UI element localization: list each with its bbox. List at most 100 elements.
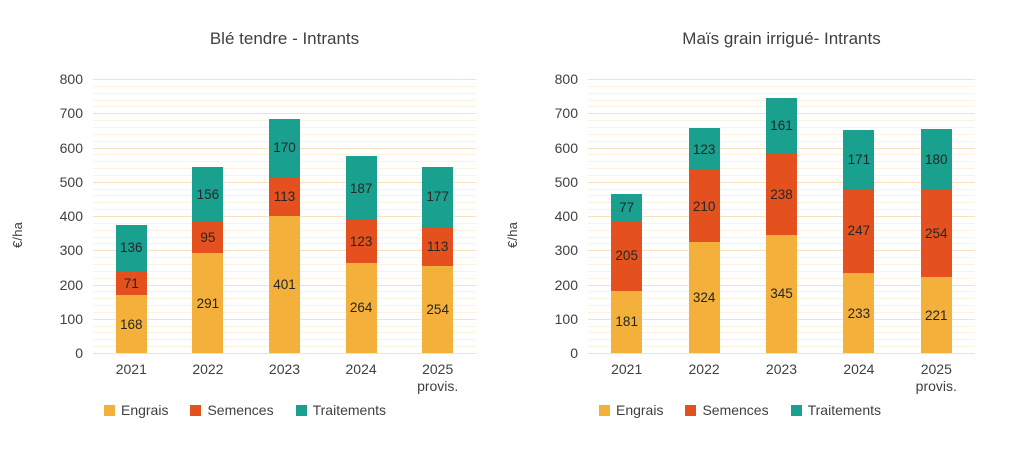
legend-label: Traitements: [807, 402, 881, 418]
x-axis-tick-label: 2023: [765, 361, 798, 377]
bar-value-label: 254: [426, 301, 449, 317]
bar-segment-semences: 247: [843, 188, 875, 274]
legend-swatch-semences-icon: [190, 404, 202, 416]
y-axis-tick-label: 400: [554, 208, 578, 224]
legend-item-engrais: Engrais: [103, 402, 169, 418]
gridline: [588, 353, 975, 354]
y-axis-tick-label: 100: [554, 310, 578, 327]
y-axis-tick-label: 800: [554, 71, 578, 87]
bar-segment-semences: 205: [611, 220, 643, 291]
bar-value-label: 156: [196, 186, 220, 202]
bar-segment-engrais: 345: [766, 234, 797, 353]
bar-segment-engrais: 401: [269, 215, 300, 353]
bar-segment-traitements: 136: [115, 224, 147, 272]
y-axis-tick-label: 700: [554, 105, 578, 122]
y-axis-tick-label: 700: [59, 105, 83, 122]
bar-segment-traitements: 77: [611, 194, 643, 221]
x-axis-tick-label: 2022: [688, 361, 720, 377]
x-axis-tick-label: 2023: [268, 361, 301, 377]
bar-value-label: 401: [273, 276, 296, 292]
legend-label: Semences: [207, 402, 274, 418]
gridline: [93, 85, 476, 87]
legend-label: Engrais: [120, 402, 169, 418]
bar-segment-traitements: 177: [422, 166, 454, 228]
y-axis-tick-label: 600: [59, 139, 83, 156]
bar-value-label: 181: [615, 314, 638, 330]
y-axis-tick-label: 200: [59, 276, 83, 293]
bar-segment-semences: 254: [920, 190, 952, 278]
bar-segment-semences: 71: [115, 271, 147, 296]
y-axis-tick-label: 0: [570, 345, 578, 361]
bar-value-label: 113: [426, 239, 449, 255]
y-axis-tick-label: 200: [554, 276, 578, 293]
legend-item-semences: Semences: [190, 402, 274, 418]
bar-value-label: 123: [349, 234, 373, 249]
legend-swatch-engrais-icon: [103, 404, 115, 416]
bar-value-label: 71: [123, 275, 139, 291]
bar-segment-engrais: 233: [843, 273, 875, 353]
bar-value-label: 247: [847, 223, 871, 239]
y-axis-tick-label: 300: [554, 242, 578, 259]
bar-segment-engrais: 291: [192, 253, 224, 353]
bar-segment-traitements: 156: [192, 167, 224, 221]
bar-value-label: 221: [925, 307, 948, 323]
bar-segment-semences: 95: [192, 220, 224, 254]
gridline: [588, 79, 975, 80]
legend-label: Engrais: [615, 402, 664, 418]
x-axis-tick-label: 2021: [115, 361, 147, 377]
legend-item-engrais: Engrais: [598, 402, 664, 418]
x-axis-tick-label: 2024: [843, 361, 875, 377]
bar-segment-engrais: 324: [688, 242, 720, 353]
legend-swatch-engrais-icon: [598, 404, 610, 416]
gridline: [93, 99, 476, 101]
x-axis-tick-label: 2021: [611, 361, 643, 377]
bar-value-label: 95: [200, 229, 216, 245]
y-axis-tick-label: 500: [59, 173, 83, 190]
bar-value-label: 238: [770, 186, 793, 202]
bar-value-label: 77: [619, 200, 635, 216]
bar-value-label: 170: [273, 140, 296, 156]
gridline: [588, 85, 975, 87]
legend: Engrais Semences Traitements: [500, 402, 980, 418]
chart-title-mais-grain: Maïs grain irrigué- Intrants: [682, 29, 881, 48]
bar-value-label: 205: [615, 248, 638, 264]
gridline: [93, 353, 476, 354]
gridline: [588, 92, 975, 94]
bar-segment-engrais: 221: [920, 277, 952, 353]
bar-segment-engrais: 254: [422, 266, 454, 353]
bar-segment-semences: 210: [688, 170, 720, 243]
bar-segment-semences: 113: [422, 227, 454, 266]
legend-item-traitements: Traitements: [790, 402, 881, 418]
y-axis-tick-label: 400: [59, 208, 83, 224]
legend-swatch-traitements-icon: [295, 404, 307, 416]
gridline: [93, 92, 476, 94]
bar-value-label: 161: [770, 118, 793, 134]
y-axis-tick-label: 500: [554, 173, 578, 190]
bar-segment-traitements: 187: [345, 156, 377, 221]
x-axis-tick-sublabel: provis.: [915, 378, 957, 394]
legend-label: Semences: [702, 402, 769, 418]
chart-title-ble-tendre: Blé tendre - Intrants: [209, 29, 360, 48]
bar-segment-semences: 113: [269, 176, 300, 216]
bar-value-label: 123: [692, 141, 716, 157]
bar-value-label: 233: [847, 305, 871, 321]
bar-value-label: 168: [120, 316, 143, 332]
legend: Engrais Semences Traitements: [10, 402, 480, 418]
bar-value-label: 345: [770, 286, 793, 302]
bar-segment-engrais: 181: [611, 291, 643, 353]
legend-label: Traitements: [312, 402, 386, 418]
legend-item-semences: Semences: [685, 402, 769, 418]
x-axis-tick-label: 2024: [345, 361, 377, 377]
bar-segment-semences: 238: [766, 153, 797, 235]
x-axis-tick-label: 2022: [192, 361, 224, 377]
bar-value-label: 113: [273, 188, 296, 204]
bar-segment-traitements: 180: [920, 128, 952, 191]
bar-value-label: 180: [925, 151, 948, 167]
gridline: [93, 79, 476, 80]
y-axis-tick-label: 800: [59, 71, 83, 87]
x-axis-tick-label: 2025 provis.: [393, 361, 483, 395]
y-axis-tick-label: 100: [59, 310, 83, 327]
bar-value-label: 264: [349, 300, 373, 316]
y-axis-label: €/ha: [10, 221, 25, 248]
legend-item-traitements: Traitements: [295, 402, 386, 418]
